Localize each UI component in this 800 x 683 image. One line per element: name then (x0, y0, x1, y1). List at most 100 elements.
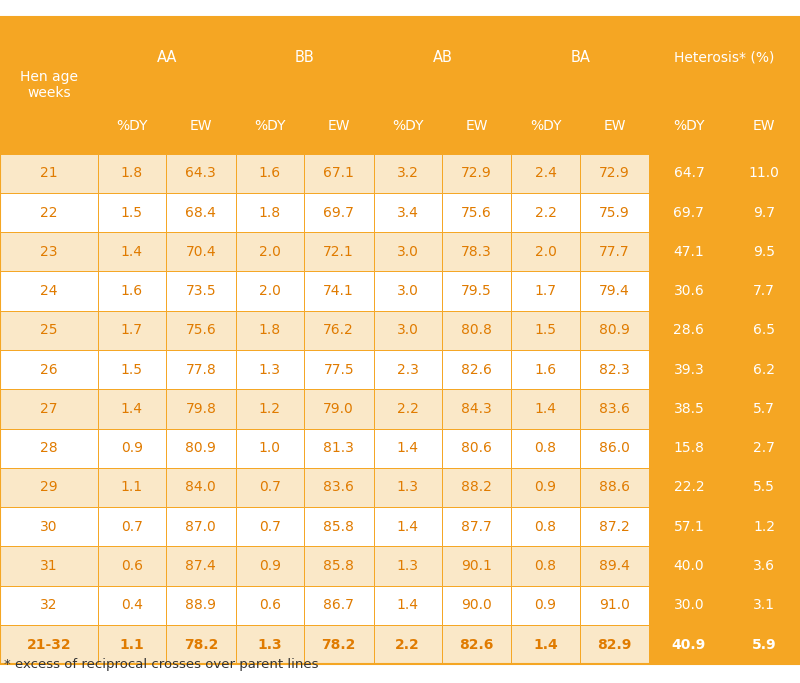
Bar (98, 193, 166, 232)
Text: 2.0: 2.0 (259, 284, 281, 298)
Text: 22.2: 22.2 (674, 481, 704, 494)
Bar (442, 389, 511, 429)
Bar (729, 389, 800, 429)
Text: 29: 29 (40, 481, 58, 494)
Text: 81.3: 81.3 (323, 441, 354, 455)
Bar (729, 232, 800, 271)
Bar (650, 311, 729, 350)
Bar (0, 350, 98, 389)
Bar (442, 585, 511, 625)
Bar (374, 507, 442, 546)
Text: 84.3: 84.3 (462, 402, 492, 416)
Text: 74.1: 74.1 (323, 284, 354, 298)
Bar (511, 389, 579, 429)
Text: 1.4: 1.4 (534, 402, 557, 416)
Text: 6.2: 6.2 (754, 363, 775, 376)
Text: 87.0: 87.0 (186, 520, 216, 533)
Bar (374, 311, 442, 350)
Bar (511, 311, 579, 350)
Bar (511, 429, 579, 468)
Bar (236, 311, 304, 350)
Text: 75.6: 75.6 (186, 324, 216, 337)
Text: 0.6: 0.6 (121, 559, 143, 573)
Text: 31: 31 (40, 559, 58, 573)
Text: 1.8: 1.8 (258, 206, 281, 219)
Text: 86.0: 86.0 (599, 441, 630, 455)
Text: * excess of reciprocal crosses over parent lines: * excess of reciprocal crosses over pare… (4, 658, 318, 671)
Text: 72.9: 72.9 (462, 167, 492, 180)
Text: 30.6: 30.6 (674, 284, 704, 298)
Bar (166, 507, 236, 546)
Bar (166, 154, 236, 193)
Text: 23: 23 (40, 245, 58, 259)
Bar (0, 389, 98, 429)
Text: 90.0: 90.0 (462, 598, 492, 612)
Bar (236, 585, 304, 625)
Bar (650, 468, 729, 507)
Text: 3.0: 3.0 (397, 324, 418, 337)
Text: 9.5: 9.5 (754, 245, 775, 259)
Text: 1.5: 1.5 (121, 206, 143, 219)
Text: %DY: %DY (116, 119, 148, 133)
Bar (729, 311, 800, 350)
Bar (166, 271, 236, 311)
Bar (0, 232, 98, 271)
Bar (729, 350, 800, 389)
Text: 0.7: 0.7 (259, 520, 281, 533)
Text: EW: EW (466, 119, 488, 133)
Text: 1.4: 1.4 (121, 402, 143, 416)
Text: 57.1: 57.1 (674, 520, 704, 533)
Text: 64.7: 64.7 (674, 167, 704, 180)
Text: 0.8: 0.8 (534, 520, 557, 533)
Text: 2.2: 2.2 (395, 638, 420, 652)
Text: 2.2: 2.2 (397, 402, 418, 416)
Text: 0.9: 0.9 (534, 481, 557, 494)
Bar (579, 232, 650, 271)
Bar (729, 546, 800, 585)
Bar (579, 350, 650, 389)
Text: 30.0: 30.0 (674, 598, 704, 612)
Bar (374, 232, 442, 271)
Bar (304, 98, 374, 154)
Text: 79.4: 79.4 (599, 284, 630, 298)
Text: 88.2: 88.2 (461, 481, 492, 494)
Bar (0, 193, 98, 232)
Bar (236, 154, 304, 193)
Bar (0, 507, 98, 546)
Bar (304, 389, 374, 429)
Text: EW: EW (753, 119, 775, 133)
Text: 1.5: 1.5 (534, 324, 557, 337)
Text: 78.2: 78.2 (322, 638, 356, 652)
Text: 69.7: 69.7 (674, 206, 704, 219)
Bar (98, 507, 166, 546)
Text: 27: 27 (40, 402, 58, 416)
Bar (579, 154, 650, 193)
Text: 0.7: 0.7 (259, 481, 281, 494)
Text: EW: EW (190, 119, 212, 133)
Text: 39.3: 39.3 (674, 363, 704, 376)
Text: 1.8: 1.8 (258, 324, 281, 337)
Text: 87.4: 87.4 (186, 559, 216, 573)
Bar (729, 429, 800, 468)
Bar (166, 311, 236, 350)
Text: 24: 24 (40, 284, 58, 298)
Text: 3.4: 3.4 (397, 206, 418, 219)
Bar (650, 350, 729, 389)
Bar (304, 429, 374, 468)
Bar (579, 585, 650, 625)
Bar (442, 350, 511, 389)
Text: 87.7: 87.7 (462, 520, 492, 533)
Bar (579, 468, 650, 507)
Text: 1.1: 1.1 (119, 638, 144, 652)
Bar (374, 625, 442, 664)
Bar (98, 585, 166, 625)
Bar (304, 271, 374, 311)
Text: 2.7: 2.7 (754, 441, 775, 455)
Text: AA: AA (157, 50, 177, 65)
Bar (236, 625, 304, 664)
Bar (579, 193, 650, 232)
Bar (650, 271, 729, 311)
Bar (729, 193, 800, 232)
Bar (374, 546, 442, 585)
Bar (166, 429, 236, 468)
